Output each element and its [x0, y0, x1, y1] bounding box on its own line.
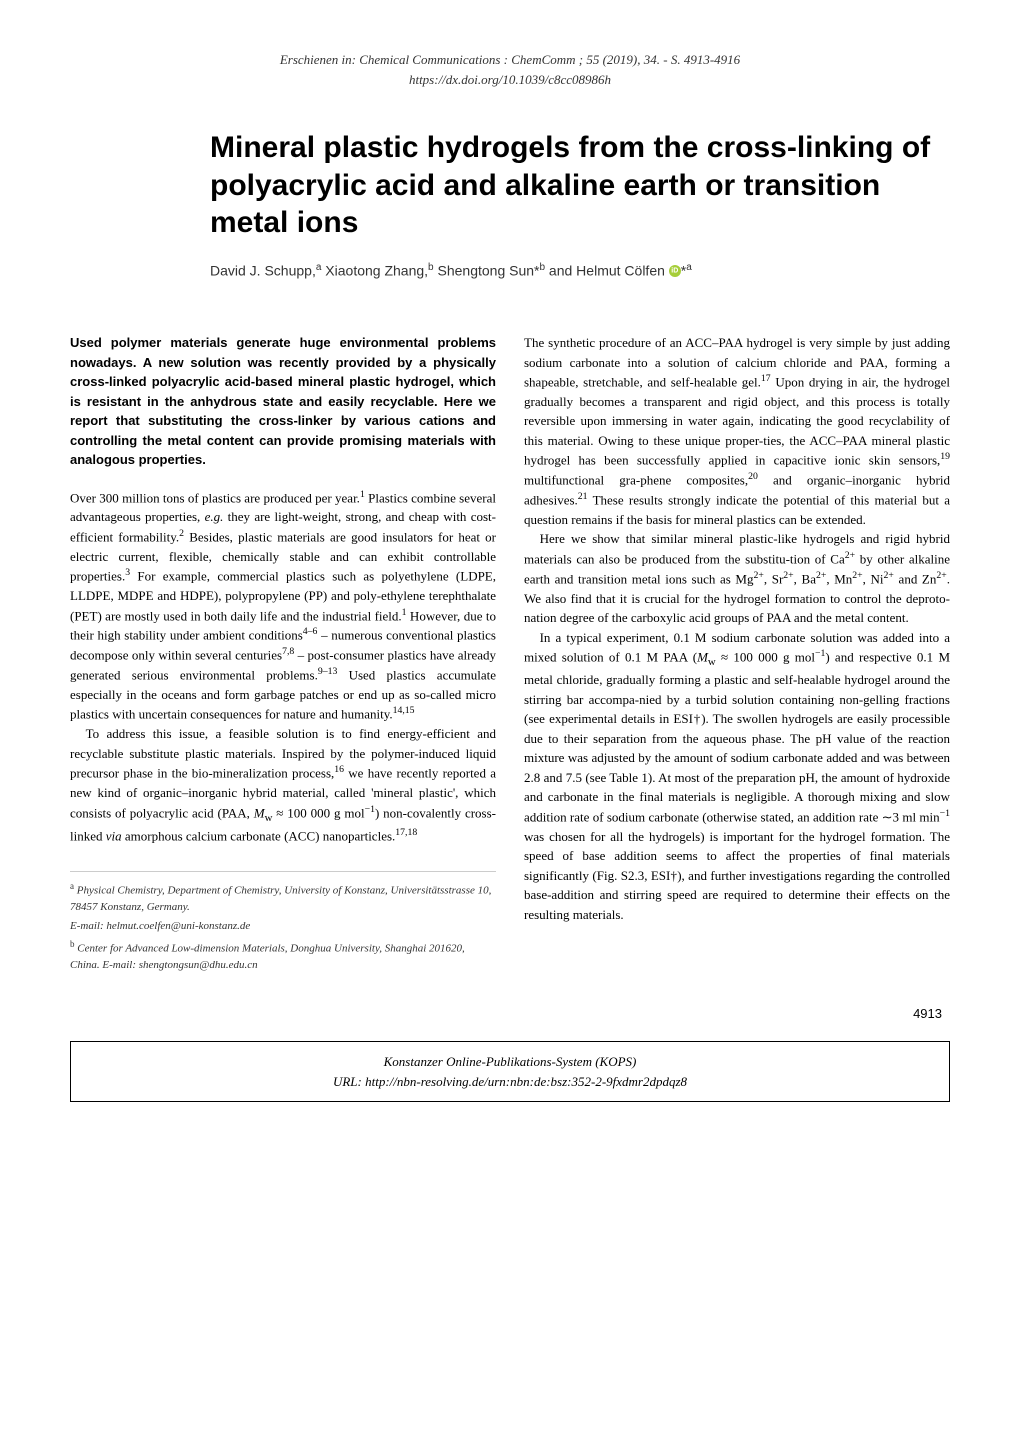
footer-repository-box: Konstanzer Online-Publikations-System (K… — [70, 1041, 950, 1102]
body-paragraph: To address this issue, a feasible soluti… — [70, 724, 496, 845]
two-column-layout: Used polymer materials generate huge env… — [70, 333, 950, 976]
affiliations-block: a Physical Chemistry, Department of Chem… — [70, 871, 496, 974]
footer-line-2: URL: http://nbn-resolving.de/urn:nbn:de:… — [91, 1072, 929, 1092]
left-column: Used polymer materials generate huge env… — [70, 333, 496, 976]
affiliation-line: b Center for Advanced Low-dimension Mate… — [70, 938, 496, 974]
header-citation: Erschienen in: Chemical Communications :… — [70, 50, 950, 89]
author-list: David J. Schupp,a Xiaotong Zhang,b Sheng… — [70, 262, 950, 279]
affiliation-line: a Physical Chemistry, Department of Chem… — [70, 880, 496, 916]
page-container: Erschienen in: Chemical Communications :… — [0, 0, 1020, 1142]
page-number: 4913 — [70, 1006, 950, 1021]
abstract: Used polymer materials generate huge env… — [70, 333, 496, 470]
left-body: Over 300 million tons of plastics are pr… — [70, 488, 496, 846]
orcid-icon — [669, 265, 681, 277]
article-title: Mineral plastic hydrogels from the cross… — [70, 129, 950, 242]
footer-line-1: Konstanzer Online-Publikations-System (K… — [91, 1052, 929, 1072]
body-paragraph: The synthetic procedure of an ACC–PAA hy… — [524, 333, 950, 529]
body-paragraph: Over 300 million tons of plastics are pr… — [70, 488, 496, 725]
right-column: The synthetic procedure of an ACC–PAA hy… — [524, 333, 950, 976]
affiliation-line: E-mail: helmut.coelfen@uni-konstanz.de — [70, 918, 496, 935]
body-paragraph: Here we show that similar mineral plasti… — [524, 529, 950, 627]
header-line-2: https://dx.doi.org/10.1039/c8cc08986h — [70, 70, 950, 90]
body-paragraph: In a typical experiment, 0.1 M sodium ca… — [524, 628, 950, 924]
header-line-1: Erschienen in: Chemical Communications :… — [70, 50, 950, 70]
